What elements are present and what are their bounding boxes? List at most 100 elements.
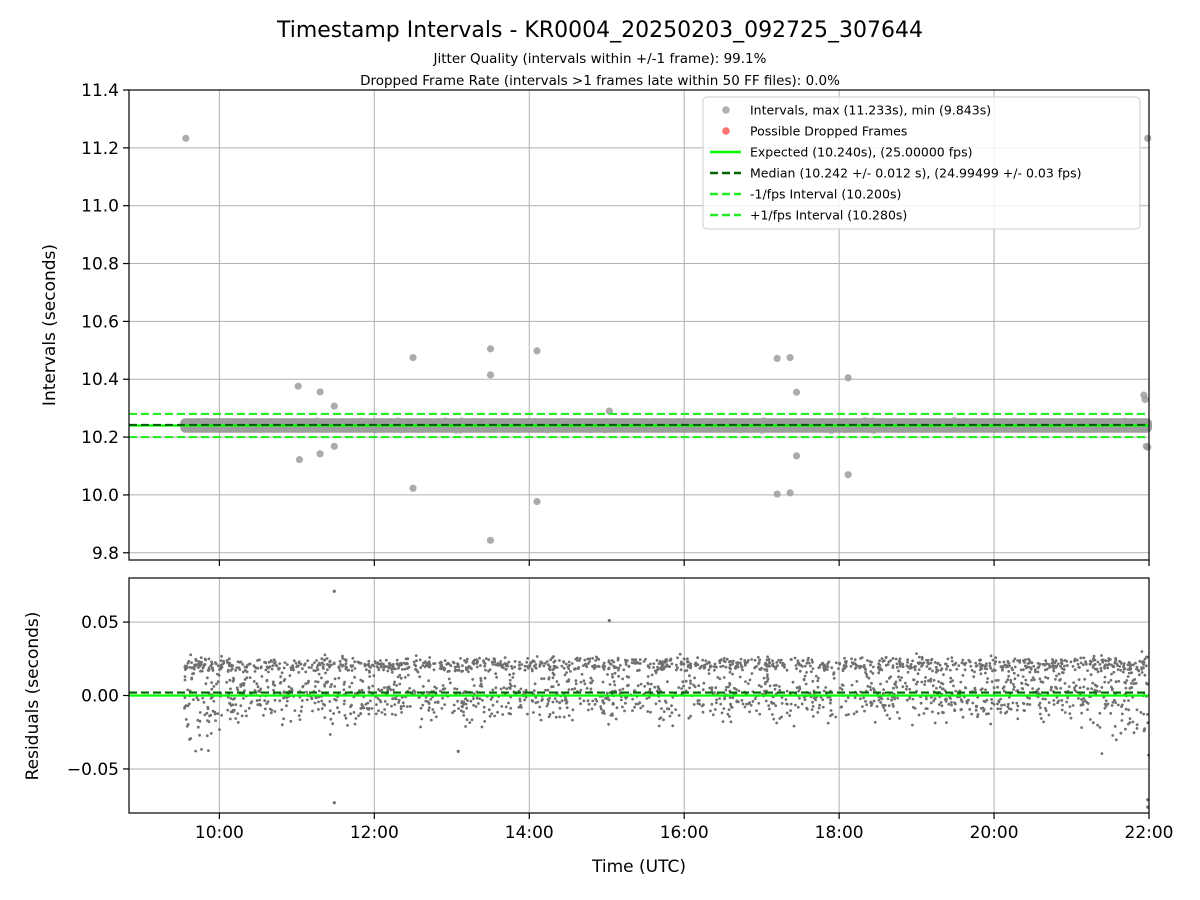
residual-point xyxy=(350,703,353,707)
residual-point xyxy=(905,664,909,668)
residual-point xyxy=(520,706,523,709)
interval-outlier-point xyxy=(844,374,852,382)
residual-point xyxy=(386,703,389,706)
residual-point xyxy=(866,659,869,662)
residual-point xyxy=(408,687,411,690)
residual-point xyxy=(451,711,454,715)
residual-point xyxy=(323,658,327,662)
residual-point xyxy=(423,665,427,669)
residual-point xyxy=(898,662,902,665)
residual-point xyxy=(681,680,685,684)
residual-point xyxy=(198,733,202,737)
residual-point xyxy=(650,673,654,677)
residual-point xyxy=(586,699,590,703)
residual-point xyxy=(397,698,401,702)
residual-point xyxy=(1091,681,1095,685)
residual-point xyxy=(243,669,247,672)
residual-point xyxy=(386,688,390,692)
residual-point xyxy=(1080,703,1084,706)
residual-point xyxy=(270,708,274,712)
residual-point xyxy=(426,690,430,694)
residual-point xyxy=(393,680,396,684)
residual-point xyxy=(1065,664,1069,667)
residual-point xyxy=(877,698,881,702)
residual-point xyxy=(583,682,587,686)
residual-point xyxy=(740,666,744,669)
residual-point xyxy=(225,680,229,684)
residual-point xyxy=(944,662,948,666)
residual-point xyxy=(1098,663,1102,666)
residual-point xyxy=(271,664,275,668)
residual-point xyxy=(215,682,218,686)
residual-point xyxy=(427,709,431,712)
residual-point xyxy=(758,712,762,716)
residual-point xyxy=(601,700,605,704)
residual-point xyxy=(1080,726,1083,729)
residual-point xyxy=(864,671,867,674)
residual-point xyxy=(403,667,407,671)
residual-point xyxy=(716,676,720,679)
residual-point xyxy=(1062,668,1066,671)
residual-point xyxy=(493,657,497,661)
residual-point xyxy=(1130,671,1133,675)
residual-point xyxy=(621,677,624,681)
residual-point xyxy=(273,698,277,702)
residual-point xyxy=(421,703,425,707)
residual-point xyxy=(253,665,257,669)
residual-point xyxy=(661,663,665,666)
residual-point xyxy=(779,658,783,662)
residual-point xyxy=(608,683,612,686)
residual-point xyxy=(990,701,994,705)
residual-point xyxy=(192,698,195,701)
residual-point xyxy=(1071,704,1075,707)
residual-point xyxy=(1086,708,1089,711)
residual-point xyxy=(1143,657,1147,661)
residual-point xyxy=(238,668,242,671)
residual-point xyxy=(472,703,475,707)
residual-point xyxy=(210,681,214,684)
interval-outlier-point xyxy=(330,402,338,410)
residual-point xyxy=(617,674,620,678)
residual-point xyxy=(762,676,766,680)
residual-point xyxy=(382,668,385,672)
residual-point xyxy=(395,684,399,687)
residual-point xyxy=(735,700,739,704)
residual-point xyxy=(743,705,747,709)
residual-point xyxy=(463,697,467,701)
residual-point xyxy=(702,703,705,707)
residual-point xyxy=(206,707,210,711)
residual-point xyxy=(870,681,873,685)
residual-point xyxy=(982,699,986,703)
residual-point xyxy=(679,668,683,672)
residual-point xyxy=(236,660,240,664)
residual-point xyxy=(326,668,329,672)
residual-point xyxy=(534,666,537,669)
residual-point xyxy=(816,711,820,714)
residual-point xyxy=(714,686,718,690)
residual-point xyxy=(573,668,576,671)
residual-point xyxy=(1029,667,1033,671)
residual-point xyxy=(603,665,607,668)
x-tick-label: 18:00 xyxy=(815,823,864,843)
residual-point xyxy=(343,658,347,661)
residual-point xyxy=(797,689,800,693)
residual-point xyxy=(508,673,511,677)
residual-point xyxy=(989,666,993,670)
residual-point xyxy=(464,702,468,706)
residual-point xyxy=(1078,686,1082,690)
residual-point xyxy=(564,696,567,699)
residual-point xyxy=(392,683,396,686)
residual-point xyxy=(292,659,296,663)
residual-point xyxy=(329,685,332,689)
residual-point xyxy=(441,696,444,700)
residual-point xyxy=(927,679,930,683)
residual-point xyxy=(1052,699,1056,702)
residual-point xyxy=(702,681,706,685)
residual-point xyxy=(1003,703,1006,707)
residual-point xyxy=(757,684,761,687)
residual-point xyxy=(844,713,848,717)
residual-point xyxy=(810,658,814,662)
residual-point xyxy=(367,707,371,710)
residual-point xyxy=(840,683,844,687)
residual-point xyxy=(936,669,940,672)
